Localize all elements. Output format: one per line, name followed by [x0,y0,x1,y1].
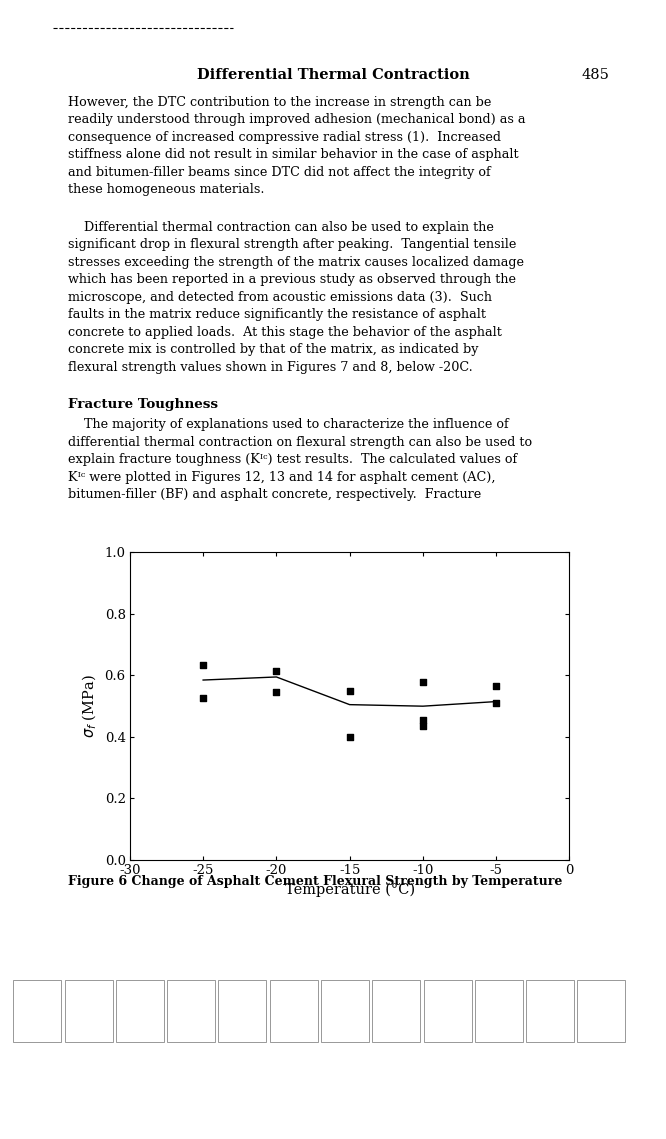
Point [271,662,282,680]
Text: However, the DTC contribution to the increase in strength can be
readily underst: However, the DTC contribution to the inc… [68,96,525,196]
Text: The majority of explanations used to characterize the influence of
differential : The majority of explanations used to cha… [68,418,532,501]
Point [418,718,428,736]
Text: Differential thermal contraction can also be used to explain the
significant dro: Differential thermal contraction can als… [68,221,524,374]
Point [418,711,428,729]
X-axis label: Temperature (°C): Temperature (°C) [284,883,415,898]
Point [491,694,501,712]
Text: Fracture Toughness: Fracture Toughness [68,398,218,410]
Text: Figure 6 Change of Asphalt Cement Flexural Strength by Temperature: Figure 6 Change of Asphalt Cement Flexur… [68,875,562,887]
Point [344,681,355,699]
Point [344,728,355,746]
Point [491,677,501,695]
Point [198,689,208,707]
Text: 485: 485 [581,68,609,82]
Text: Differential Thermal Contraction: Differential Thermal Contraction [196,68,470,82]
Point [418,672,428,690]
Point [271,683,282,702]
Y-axis label: $\sigma_f$ (MPa): $\sigma_f$ (MPa) [81,674,99,738]
Point [198,656,208,674]
